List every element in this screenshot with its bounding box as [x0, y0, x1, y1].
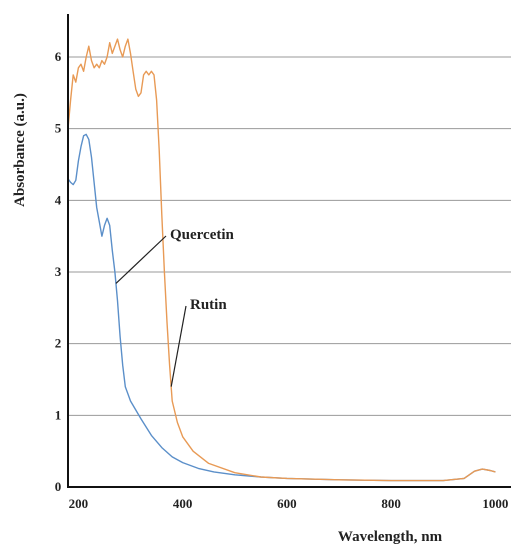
annotations: Quercetin Rutin — [115, 227, 235, 387]
y-tick-label: 2 — [55, 336, 62, 351]
annotation-label-rutin: Rutin — [190, 297, 227, 313]
series-line-quercetin — [67, 133, 496, 482]
x-tick-label: 800 — [381, 496, 401, 511]
y-tick-label: 6 — [55, 49, 62, 64]
x-tick-label: 400 — [173, 496, 193, 511]
x-tick-label: 1000 — [482, 496, 508, 511]
y-tick-label: 0 — [55, 479, 62, 494]
y-tick-label: 3 — [55, 264, 62, 279]
x-axis-title: Wavelength, nm — [338, 529, 443, 545]
annotation-leader-quercetin — [115, 235, 167, 284]
y-axis-title: Absorbance (a.u.) — [12, 93, 28, 207]
y-tick-label: 1 — [55, 407, 62, 422]
annotation-label-quercetin: Quercetin — [170, 227, 235, 243]
series-line-rutin — [67, 38, 496, 482]
x-tick-label: 600 — [277, 496, 297, 511]
x-tick-labels: 200 400 600 800 1000 — [69, 496, 509, 511]
axes — [67, 14, 511, 488]
annotation-leader-rutin — [170, 305, 187, 387]
grid-lines — [68, 56, 511, 416]
y-tick-labels: 0 1 2 3 4 5 6 — [55, 49, 62, 494]
series-group — [67, 38, 496, 482]
y-tick-label: 4 — [55, 192, 62, 207]
x-tick-label: 200 — [69, 496, 89, 511]
y-tick-label: 5 — [55, 121, 62, 136]
